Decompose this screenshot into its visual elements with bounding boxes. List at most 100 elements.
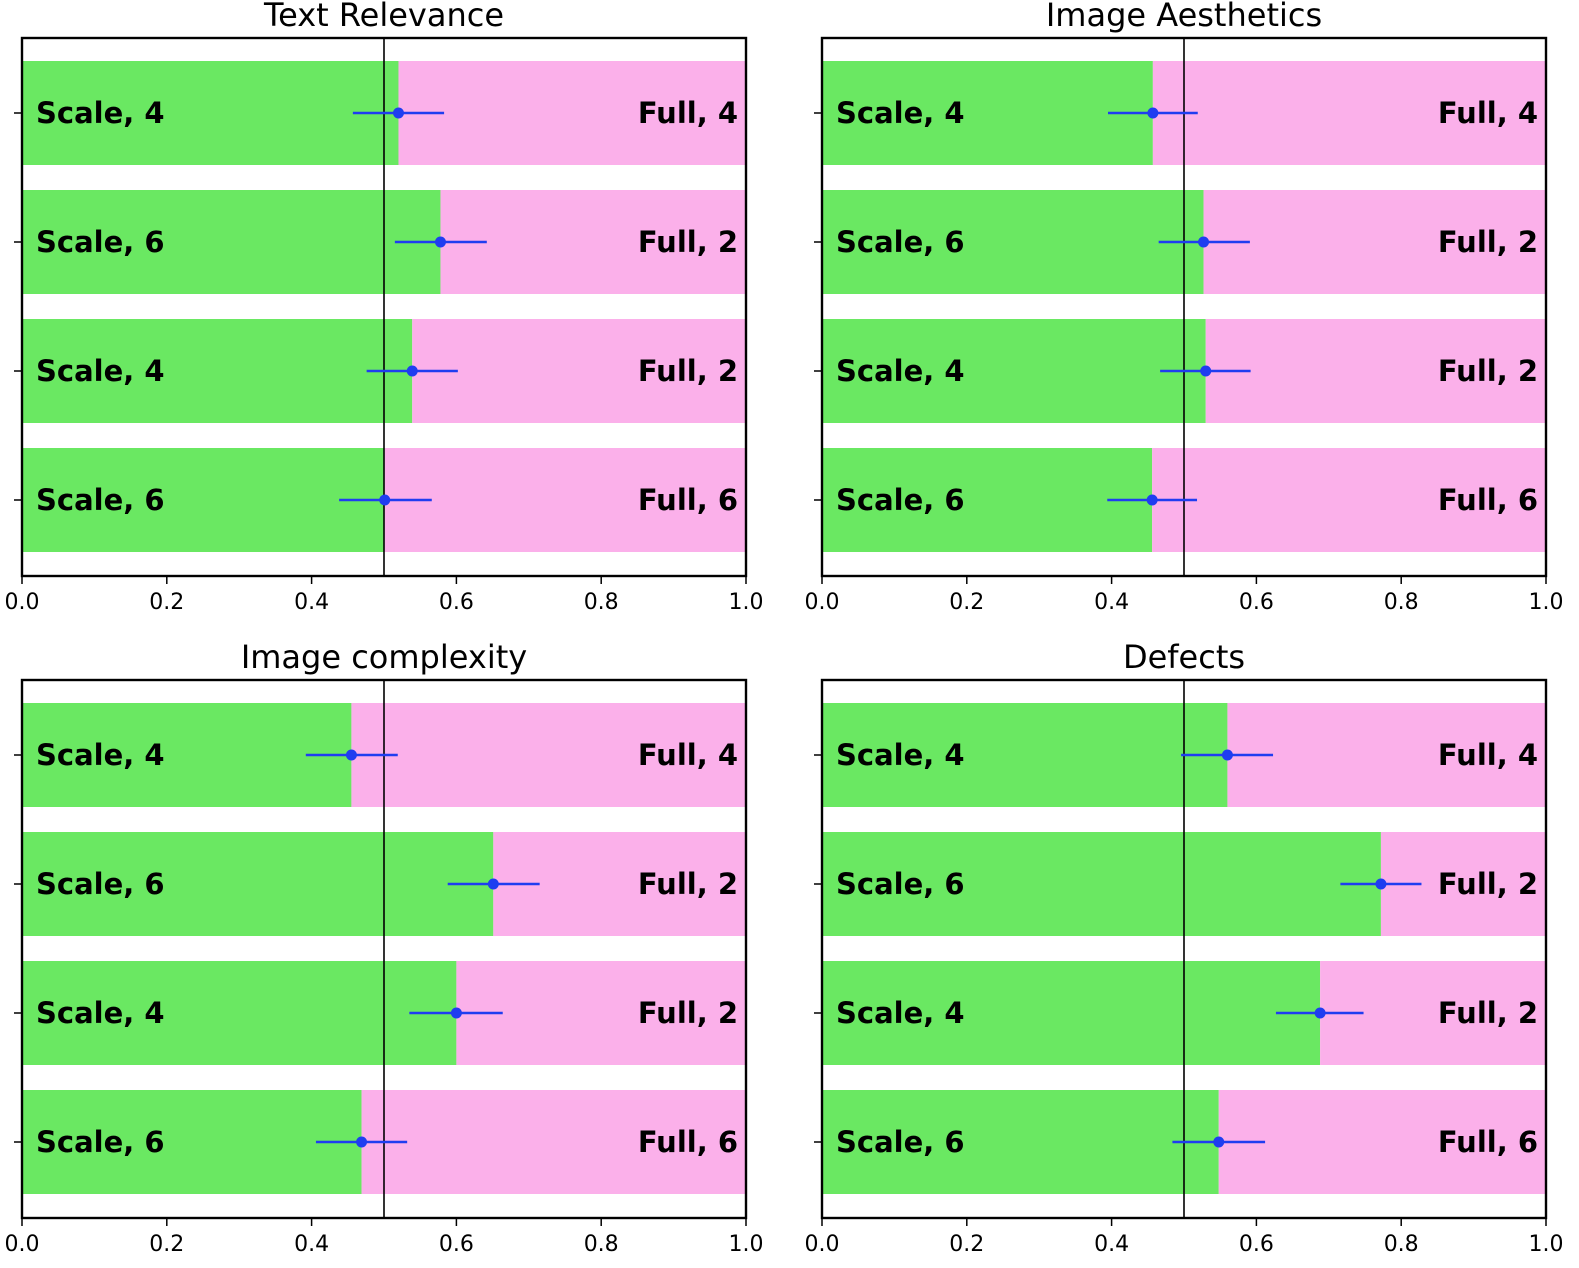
bar-right	[351, 703, 746, 807]
bar-left-label: Scale, 6	[36, 1125, 165, 1159]
mean-marker	[1198, 236, 1210, 248]
x-tick-label: 0.0	[5, 590, 40, 615]
x-tick-label: 0.4	[294, 590, 329, 615]
bar-right	[1205, 319, 1546, 423]
x-tick-label: 0.6	[1239, 590, 1274, 615]
mean-marker	[450, 1007, 462, 1019]
x-tick-label: 0.8	[584, 590, 619, 615]
bar-right-label: Full, 2	[1438, 996, 1538, 1030]
bar-right	[398, 61, 746, 165]
bar-right-label: Full, 6	[1438, 1125, 1538, 1159]
x-tick-label: 0.6	[439, 590, 474, 615]
bar-right	[1227, 703, 1546, 807]
bar-left-label: Scale, 4	[36, 738, 165, 772]
bar-left	[22, 448, 385, 552]
bar-left	[22, 61, 399, 165]
chart-panel: Image complexity Scale, 4 Full, 4 Scale, 6 F…	[5, 638, 764, 1257]
x-tick-label: 1.0	[1529, 1232, 1564, 1257]
bar-right	[1152, 448, 1546, 552]
bar-left	[22, 190, 441, 294]
bar-right	[1152, 61, 1546, 165]
bar-right-label: Full, 2	[638, 354, 738, 388]
bar-right-label: Full, 2	[1438, 354, 1538, 388]
x-tick-label: 0.8	[1384, 590, 1419, 615]
chart-title: Defects	[1123, 638, 1245, 676]
x-tick-label: 0.2	[949, 1232, 984, 1257]
mean-marker	[487, 878, 499, 890]
mean-marker	[1200, 365, 1212, 377]
bar-left-label: Scale, 6	[836, 483, 965, 517]
x-tick-label: 0.6	[439, 1232, 474, 1257]
x-tick-label: 1.0	[729, 590, 764, 615]
bar-left-label: Scale, 4	[36, 354, 165, 388]
x-tick-label: 0.4	[1094, 1232, 1129, 1257]
bar-left-label: Scale, 4	[836, 354, 965, 388]
bar-left	[822, 190, 1204, 294]
bar-right-label: Full, 6	[638, 1125, 738, 1159]
x-tick-label: 0.2	[949, 590, 984, 615]
bar-left	[22, 832, 494, 936]
x-tick-label: 1.0	[729, 1232, 764, 1257]
chart-title: Image complexity	[241, 638, 527, 676]
bar-left	[22, 1090, 362, 1194]
bar-right-label: Full, 4	[1438, 738, 1538, 772]
bar-left	[822, 61, 1153, 165]
x-tick-label: 0.4	[294, 1232, 329, 1257]
bar-right	[1218, 1090, 1546, 1194]
mean-marker	[1147, 107, 1159, 119]
mean-marker	[1375, 878, 1387, 890]
bar-left	[822, 448, 1153, 552]
bar-right-label: Full, 2	[638, 225, 738, 259]
bar-left-label: Scale, 6	[36, 483, 165, 517]
chart-panel: Defects Scale, 4 Full, 4 Scale, 6 Full, 2 Sca…	[805, 638, 1564, 1257]
bar-right	[412, 319, 746, 423]
mean-marker	[1314, 1007, 1326, 1019]
mean-marker	[379, 494, 391, 506]
bar-left-label: Scale, 4	[36, 96, 165, 130]
bar-left	[822, 703, 1228, 807]
bar-right-label: Full, 2	[1438, 867, 1538, 901]
bar-left	[22, 319, 413, 423]
mean-marker	[356, 1136, 368, 1148]
chart-title: Text Relevance	[263, 0, 504, 34]
mean-marker	[1213, 1136, 1225, 1148]
bar-right-label: Full, 6	[638, 483, 738, 517]
bar-left-label: Scale, 6	[836, 225, 965, 259]
bar-left	[822, 319, 1206, 423]
plot-frame	[820, 36, 1548, 578]
bar-left	[822, 961, 1321, 1065]
bar-left-label: Scale, 6	[836, 1125, 965, 1159]
bar-left	[822, 1090, 1219, 1194]
bar-right-label: Full, 6	[1438, 483, 1538, 517]
bar-left-label: Scale, 6	[36, 225, 165, 259]
chart-panel: Image Aesthetics Scale, 4 Full, 4 Scale, 6 F…	[805, 0, 1564, 615]
x-tick-label: 0.6	[1239, 1232, 1274, 1257]
bar-right-label: Full, 4	[1438, 96, 1538, 130]
mean-marker	[392, 107, 404, 119]
chart-panel: Text Relevance Scale, 4 Full, 4 Scale, 6 Ful…	[5, 0, 764, 615]
bar-left-label: Scale, 6	[36, 867, 165, 901]
bar-right	[1203, 190, 1546, 294]
bar-right	[440, 190, 746, 294]
bar-left-label: Scale, 4	[836, 96, 965, 130]
bar-right	[384, 448, 746, 552]
bar-left-label: Scale, 4	[36, 996, 165, 1030]
x-tick-label: 0.0	[5, 1232, 40, 1257]
bar-right-label: Full, 2	[1438, 225, 1538, 259]
x-tick-label: 0.2	[149, 1232, 184, 1257]
mean-marker	[434, 236, 446, 248]
plot-frame	[820, 678, 1548, 1220]
x-tick-label: 1.0	[1529, 590, 1564, 615]
x-tick-label: 0.8	[1384, 1232, 1419, 1257]
bar-left	[22, 703, 352, 807]
bar-right-label: Full, 2	[638, 996, 738, 1030]
bar-right	[456, 961, 746, 1065]
bar-left	[822, 832, 1381, 936]
chart-title: Image Aesthetics	[1046, 0, 1322, 34]
mean-marker	[406, 365, 418, 377]
mean-marker	[1146, 494, 1158, 506]
mean-marker	[345, 749, 357, 761]
bar-left-label: Scale, 6	[836, 867, 965, 901]
plot-frame	[20, 678, 748, 1220]
